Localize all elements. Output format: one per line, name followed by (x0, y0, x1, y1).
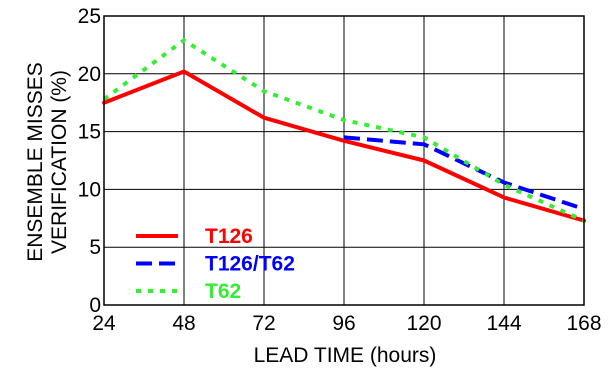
series-line-t62 (102, 38, 585, 223)
grid (103, 15, 585, 306)
x-tick-label: 72 (252, 312, 275, 335)
y-axis-title-line1: ENSEMBLE MISSES (24, 62, 47, 262)
series-line-t126 (102, 69, 586, 223)
tick-labels: 24 48 72 96 120 144 168 0 5 10 15 20 25 (78, 5, 602, 335)
x-tick-label: 144 (486, 312, 521, 335)
x-tick-label: 48 (172, 312, 195, 335)
x-tick-label: 24 (92, 312, 116, 335)
x-tick-label: 120 (406, 312, 441, 335)
y-tick-label: 15 (78, 121, 101, 144)
y-tick-label: 10 (78, 178, 101, 201)
y-tick-label: 5 (89, 236, 101, 259)
y-tick-label: 20 (78, 63, 101, 86)
x-axis-title: LEAD TIME (hours) (254, 344, 437, 367)
legend-label: T126 (205, 225, 253, 248)
x-tick-label: 168 (566, 312, 601, 335)
x-tick-label: 96 (332, 312, 355, 335)
series-lines (102, 38, 586, 223)
y-tick-label: 0 (89, 294, 101, 317)
y-axis-title-line2: VERIFICATION (%) (48, 70, 71, 254)
legend: T126 T126/T62 T62 (136, 225, 295, 303)
legend-label: T126/T62 (205, 253, 295, 276)
y-tick-label: 25 (78, 5, 101, 28)
plot-frame (103, 15, 585, 306)
legend-label: T62 (205, 280, 241, 303)
